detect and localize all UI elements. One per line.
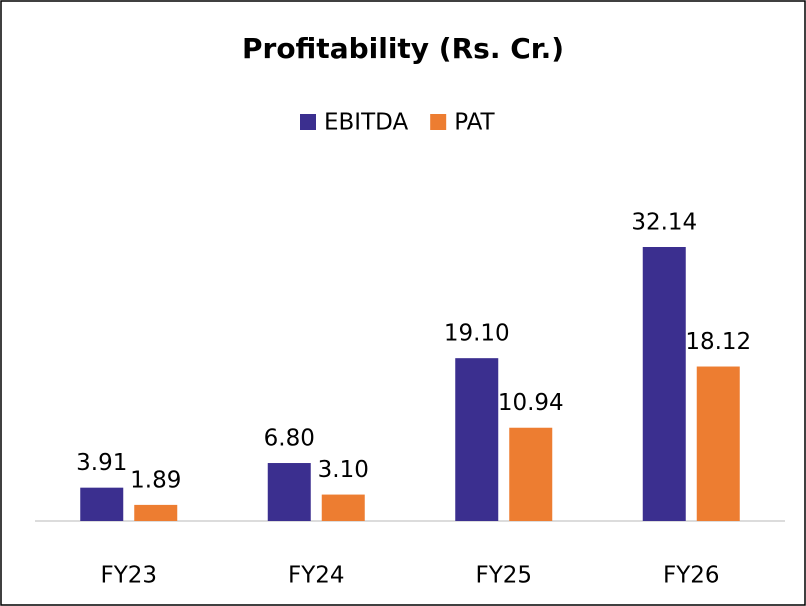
value-label: 3.10	[318, 457, 369, 483]
bar	[267, 463, 311, 521]
chart-title: Profitability (Rs. Cr.)	[242, 32, 564, 65]
x-tick-label: FY26	[663, 563, 720, 589]
bar	[509, 427, 553, 521]
bar	[134, 504, 178, 521]
x-tick-label: FY24	[288, 563, 345, 589]
value-label: 10.94	[498, 390, 564, 416]
value-label: 3.91	[76, 450, 127, 476]
bar	[696, 366, 740, 521]
value-label: 6.80	[264, 426, 315, 452]
value-label: 19.10	[444, 321, 510, 347]
bar	[321, 494, 365, 521]
value-label: 18.12	[685, 329, 751, 355]
bar	[455, 358, 499, 521]
bar	[80, 487, 124, 521]
legend-swatch	[300, 114, 316, 130]
x-tick-label: FY23	[100, 563, 157, 589]
legend-label: EBITDA	[324, 110, 408, 136]
legend-label: PAT	[454, 110, 495, 136]
value-label: 32.14	[631, 210, 697, 236]
value-label: 1.89	[130, 467, 181, 493]
bar	[642, 247, 686, 521]
legend-swatch	[430, 114, 447, 130]
x-tick-label: FY25	[475, 563, 532, 589]
